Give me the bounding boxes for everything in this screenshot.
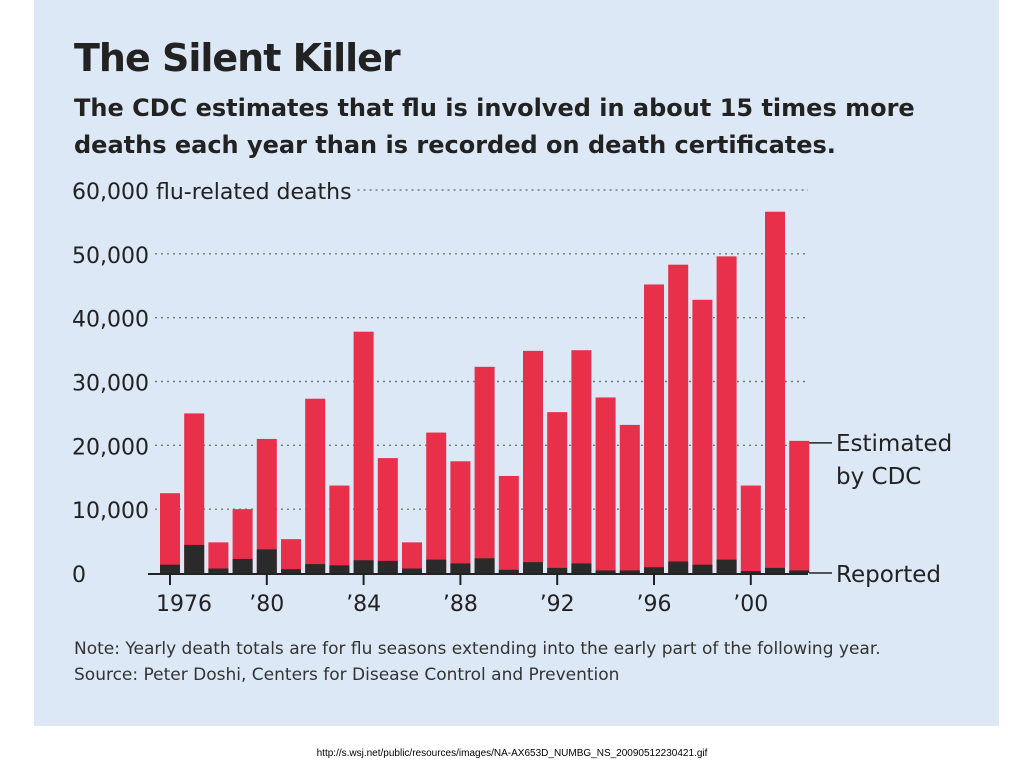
bar-estimated-2000 — [740, 485, 761, 573]
chart-title: The Silent Killer — [74, 36, 401, 80]
bar-reported-1993 — [571, 563, 592, 573]
source-line: Source: Peter Doshi, Centers for Disease… — [74, 665, 620, 685]
bar-estimated-1977 — [184, 413, 205, 573]
bar-estimated-1989 — [474, 366, 495, 573]
bar-reported-1976 — [160, 564, 180, 573]
bar-reported-1997 — [668, 561, 689, 573]
x-tick-label: ’84 — [346, 592, 381, 617]
bar-reported-1977 — [184, 544, 205, 573]
bar-reported-2001 — [765, 567, 785, 573]
bar-reported-1986 — [402, 568, 422, 573]
bar-estimated-1988 — [450, 461, 471, 573]
bar-estimated-2001 — [765, 211, 785, 573]
bar-estimated-1997 — [668, 264, 689, 573]
bar-estimated-1981 — [281, 539, 301, 573]
bar-reported-1983 — [329, 565, 350, 573]
bar-reported-1996 — [644, 567, 664, 573]
bar-estimated-1994 — [595, 397, 616, 573]
chart-subtitle: The CDC estimates that flu is involved i… — [74, 94, 915, 159]
bar-estimated-1978 — [208, 542, 229, 573]
bar-reported-1985 — [377, 560, 398, 573]
bar-reported-1988 — [450, 563, 471, 573]
flu-deaths-bar-chart: 0 10,000 20,000 30,000 40,000 50,000 60,000 fl… — [72, 180, 952, 617]
chart-note: Note: Yearly death totals are for flu se… — [74, 636, 881, 688]
bar-estimated-1987 — [426, 432, 447, 573]
x-tick-label: ’92 — [540, 592, 575, 617]
bar-reported-1980 — [256, 549, 277, 573]
bar-estimated-1976 — [160, 493, 180, 573]
bar-reported-1981 — [281, 569, 301, 573]
source-url: http://s.wsj.net/public/resources/images… — [316, 748, 708, 759]
x-tick-label: ’88 — [443, 592, 478, 617]
bar-estimated-1990 — [498, 475, 519, 573]
bar-estimated-1991 — [523, 350, 543, 573]
legend-label-reported: Reported — [836, 562, 941, 588]
bar-estimated-1986 — [402, 542, 422, 573]
bar-estimated-1992 — [547, 412, 568, 573]
bar-estimated-1993 — [571, 350, 592, 573]
bar-reported-1989 — [474, 558, 495, 573]
y-tick-label: 50,000 — [72, 244, 149, 269]
bar-estimated-1980 — [256, 438, 277, 573]
bar-estimated-1983 — [329, 485, 350, 573]
y-tick-label: 30,000 — [72, 372, 149, 397]
bar-reported-1982 — [305, 564, 326, 573]
bar-estimated-1979 — [232, 509, 253, 573]
bar-estimated-1995 — [619, 424, 640, 573]
bar-reported-2000 — [740, 571, 761, 573]
bar-reported-1978 — [208, 568, 229, 573]
bar-estimated-1985 — [377, 458, 398, 573]
x-tick-label: ’80 — [249, 592, 284, 617]
legend-label-estimated: Estimated by CDC — [836, 431, 952, 490]
bar-reported-1984 — [353, 560, 374, 573]
bar-estimated-1998 — [692, 299, 713, 573]
x-tick-label: ’00 — [733, 592, 768, 617]
y-tick-label: 0 — [72, 563, 86, 588]
y-tick-label: 10,000 — [72, 499, 149, 524]
bar-reported-1990 — [498, 569, 519, 573]
bar-reported-1979 — [232, 558, 253, 573]
note-line: Note: Yearly death totals are for flu se… — [74, 639, 881, 659]
y-tick-label: 20,000 — [72, 435, 149, 460]
bar-reported-1994 — [595, 570, 616, 573]
bar-reported-1991 — [523, 562, 543, 573]
y-tick-label: 60,000 flu-related deaths — [72, 180, 352, 205]
bar-reported-2002 — [789, 570, 810, 573]
bar-reported-1987 — [426, 559, 447, 573]
bar-reported-1992 — [547, 567, 568, 573]
x-tick-label: ’96 — [637, 592, 672, 617]
bar-estimated-2002 — [789, 440, 810, 573]
chart-panel: The Silent Killer The CDC estimates that… — [34, 0, 999, 726]
bar-estimated-1999 — [716, 256, 737, 573]
bar-estimated-1996 — [644, 284, 664, 573]
bar-estimated-1984 — [353, 331, 374, 573]
bar-reported-1998 — [692, 564, 713, 573]
x-tick-label: 1976 — [156, 592, 212, 617]
y-tick-label: 40,000 — [72, 308, 149, 333]
bar-estimated-1982 — [305, 398, 326, 573]
bar-reported-1995 — [619, 570, 640, 573]
bar-reported-1999 — [716, 559, 737, 573]
